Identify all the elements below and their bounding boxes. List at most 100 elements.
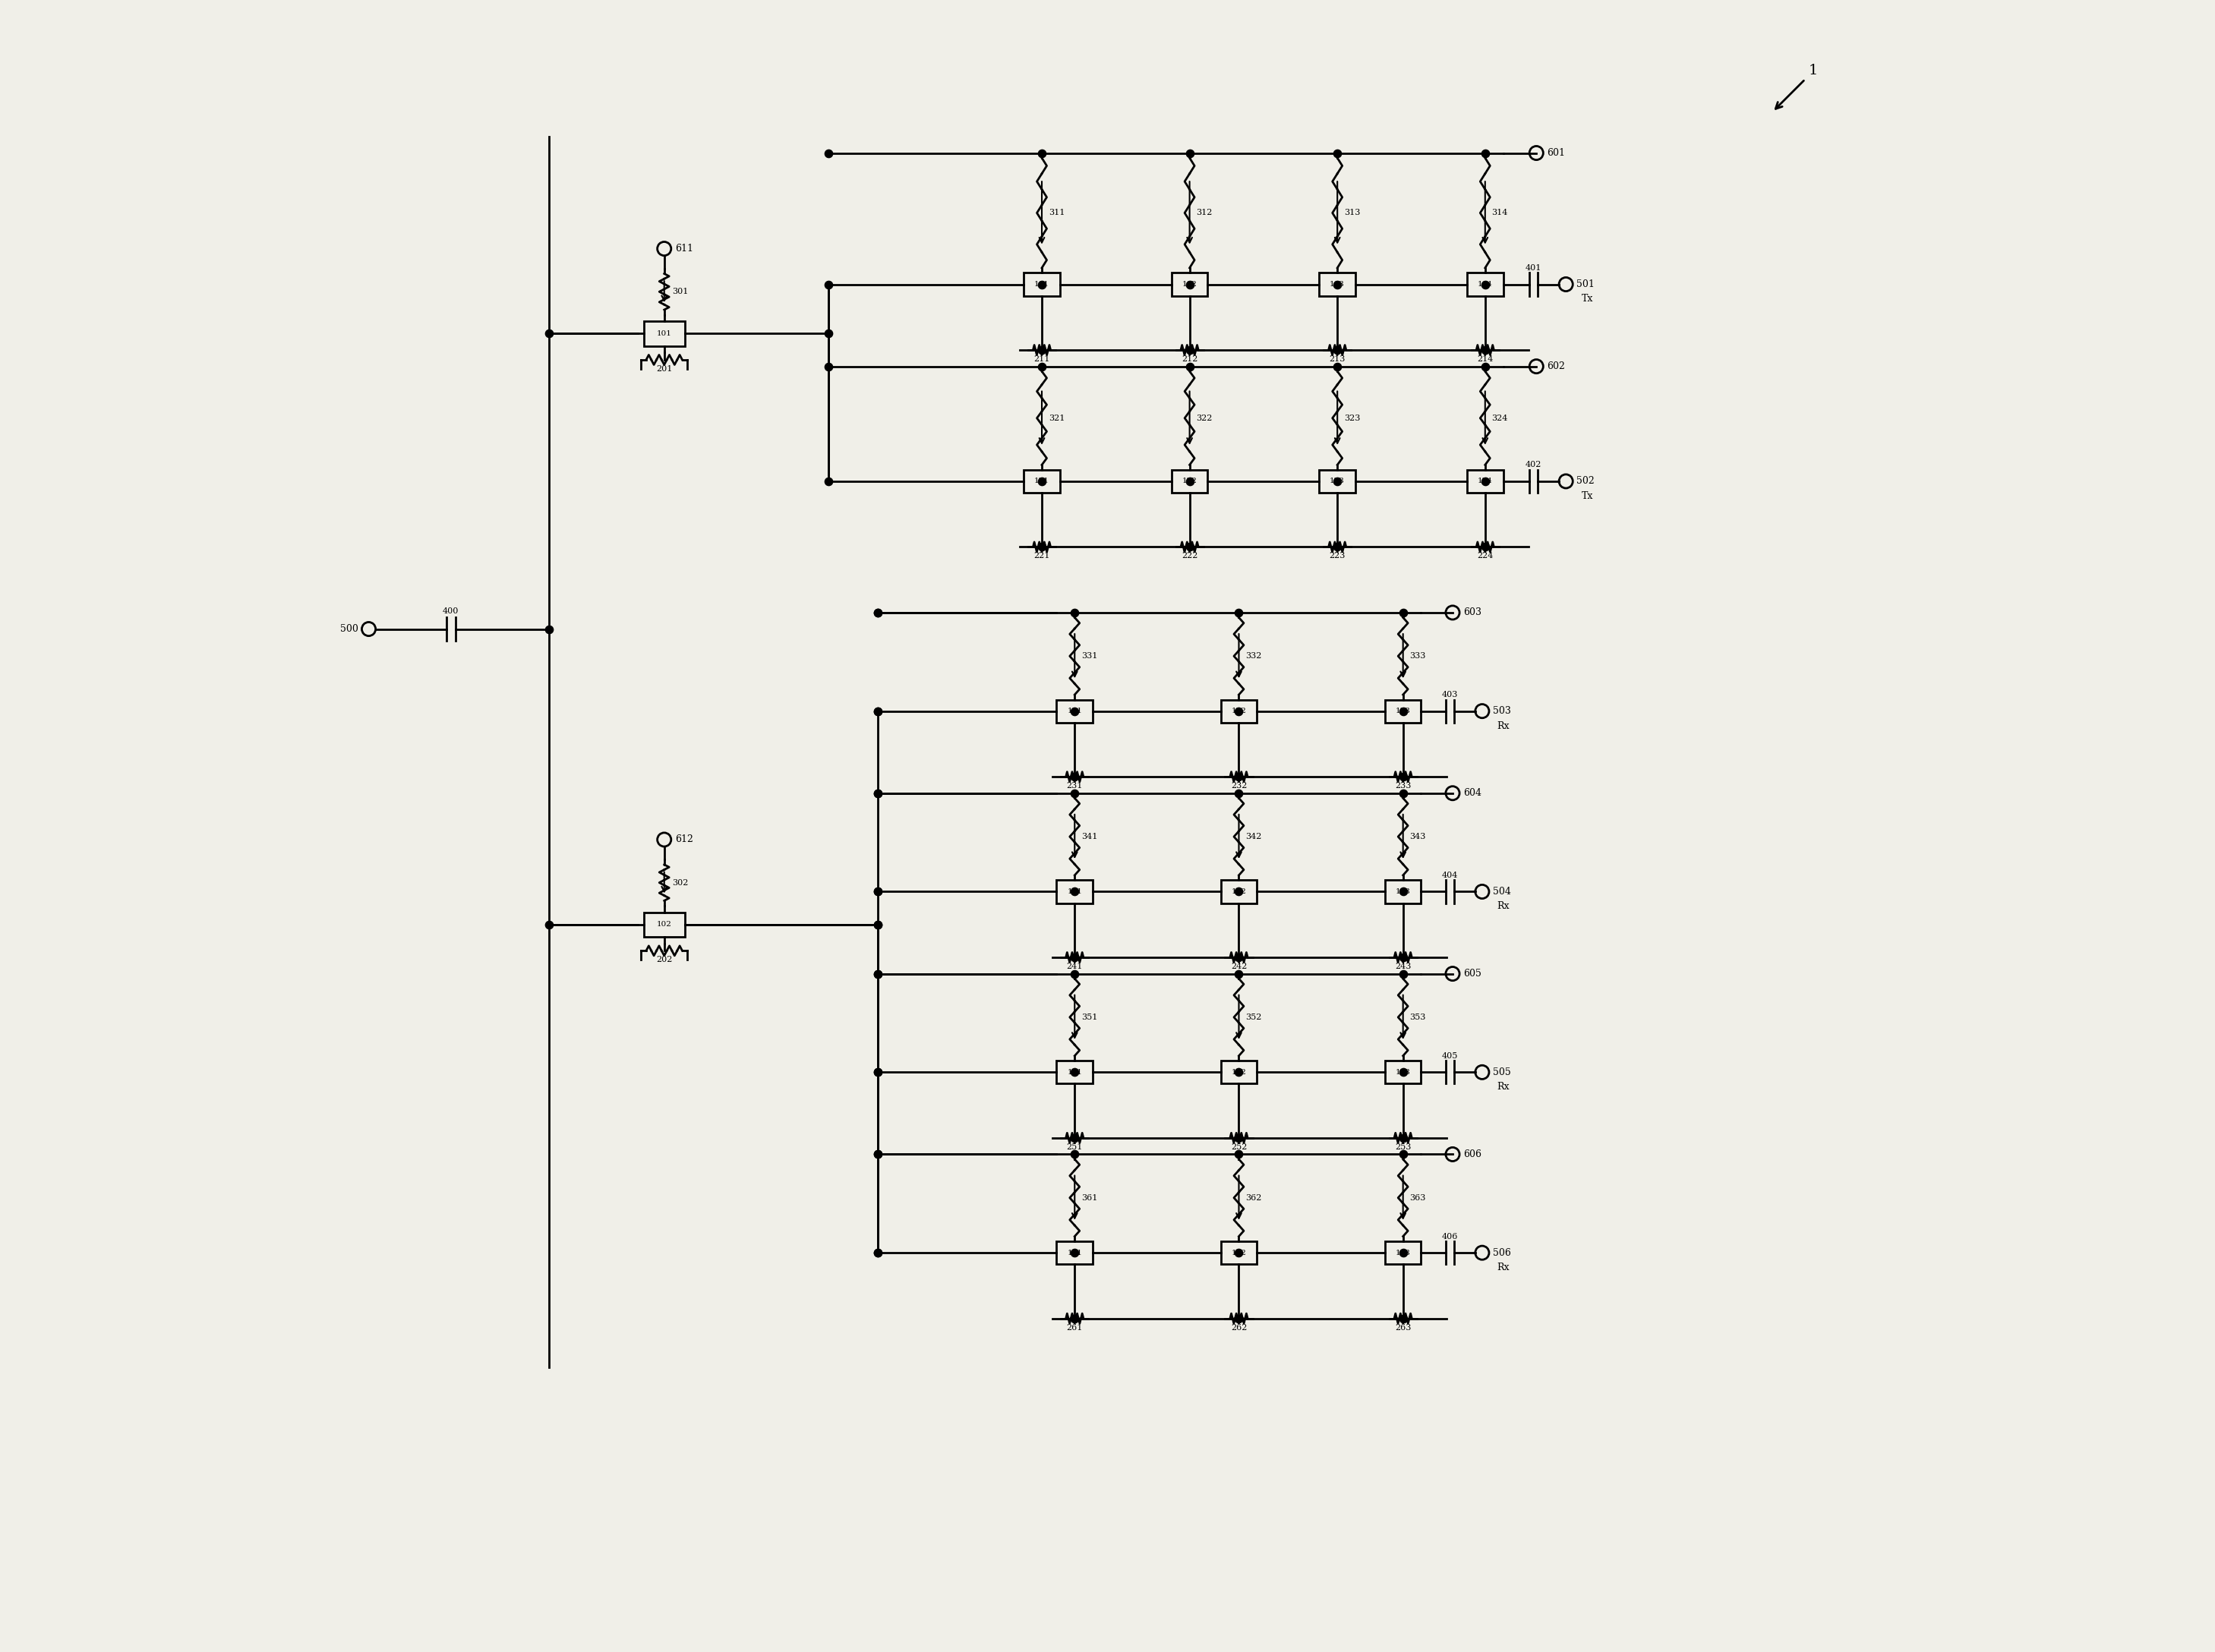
Point — [1220, 1059, 1256, 1085]
Text: 314: 314 — [1491, 210, 1508, 216]
Text: 252: 252 — [1232, 1143, 1247, 1151]
Point — [1172, 140, 1207, 167]
Bar — [1023, 469, 1061, 492]
Point — [1172, 354, 1207, 380]
Point — [1384, 697, 1420, 724]
Point — [1220, 763, 1256, 790]
Text: 604: 604 — [1464, 788, 1482, 798]
Point — [859, 697, 895, 724]
Text: 311: 311 — [1048, 210, 1065, 216]
Text: 321: 321 — [1048, 415, 1065, 421]
Bar — [1220, 699, 1256, 722]
Point — [1220, 697, 1256, 724]
Point — [811, 140, 846, 167]
Point — [1172, 337, 1207, 363]
Point — [1057, 943, 1092, 970]
Point — [1057, 1142, 1092, 1168]
Text: 333: 333 — [1409, 653, 1426, 659]
Bar — [1057, 699, 1092, 722]
Point — [1057, 1305, 1092, 1332]
Point — [859, 912, 895, 938]
Text: 401: 401 — [1526, 264, 1542, 271]
Point — [859, 780, 895, 806]
Point — [1384, 879, 1420, 905]
Point — [1220, 1239, 1256, 1265]
Text: 263: 263 — [1395, 1323, 1411, 1332]
Point — [1384, 1125, 1420, 1151]
Text: 153: 153 — [1395, 1069, 1411, 1075]
Point — [859, 912, 895, 938]
Text: 502: 502 — [1577, 476, 1595, 486]
Point — [859, 600, 895, 626]
Bar — [1057, 881, 1092, 904]
Point — [1320, 271, 1356, 297]
Point — [811, 320, 846, 347]
Point — [1320, 534, 1356, 560]
Text: 232: 232 — [1232, 781, 1247, 790]
Bar — [1057, 1061, 1092, 1084]
Point — [1320, 468, 1356, 494]
Point — [1023, 534, 1059, 560]
Point — [1220, 1125, 1256, 1151]
Text: Tx: Tx — [1582, 491, 1593, 501]
Point — [1172, 271, 1207, 297]
Text: 124: 124 — [1477, 477, 1493, 484]
Point — [859, 879, 895, 905]
Point — [859, 960, 895, 986]
Bar — [1384, 699, 1422, 722]
Text: 403: 403 — [1442, 691, 1457, 699]
Text: 500: 500 — [339, 624, 359, 634]
Point — [1057, 1125, 1092, 1151]
Text: 1: 1 — [1810, 64, 1819, 78]
Point — [1466, 140, 1502, 167]
Point — [1057, 763, 1092, 790]
Point — [1057, 600, 1092, 626]
Text: 161: 161 — [1068, 1249, 1083, 1256]
Text: Rx: Rx — [1497, 1082, 1511, 1092]
Point — [859, 1239, 895, 1265]
Text: 123: 123 — [1329, 477, 1345, 484]
Text: 505: 505 — [1493, 1067, 1511, 1077]
Bar — [1384, 1241, 1422, 1264]
Text: 202: 202 — [656, 957, 673, 963]
Bar — [1220, 881, 1256, 904]
Text: 601: 601 — [1546, 149, 1566, 159]
Text: 343: 343 — [1409, 833, 1426, 841]
Bar — [1023, 273, 1061, 296]
Point — [1320, 354, 1356, 380]
Point — [1384, 960, 1420, 986]
Text: 341: 341 — [1081, 833, 1096, 841]
Point — [859, 697, 895, 724]
Point — [1466, 337, 1502, 363]
Text: 114: 114 — [1477, 281, 1493, 287]
Text: 602: 602 — [1546, 362, 1566, 372]
Text: Tx: Tx — [1582, 294, 1593, 304]
Bar — [1320, 469, 1356, 492]
Text: 323: 323 — [1345, 415, 1360, 421]
Text: 113: 113 — [1329, 281, 1345, 287]
Point — [1320, 337, 1356, 363]
Text: 213: 213 — [1329, 355, 1345, 363]
Point — [859, 780, 895, 806]
Point — [1057, 1059, 1092, 1085]
Text: 224: 224 — [1477, 552, 1493, 560]
Text: 332: 332 — [1245, 653, 1263, 659]
Point — [1384, 943, 1420, 970]
Text: 223: 223 — [1329, 552, 1345, 560]
Bar — [1172, 273, 1207, 296]
Point — [1384, 1059, 1420, 1085]
Text: 606: 606 — [1464, 1150, 1482, 1160]
Point — [1466, 271, 1502, 297]
Bar — [1220, 1061, 1256, 1084]
Text: 406: 406 — [1442, 1232, 1457, 1241]
Point — [859, 1059, 895, 1085]
Text: 353: 353 — [1409, 1013, 1426, 1021]
Text: 352: 352 — [1245, 1013, 1263, 1021]
Point — [1023, 354, 1059, 380]
Text: 102: 102 — [656, 922, 671, 928]
Text: 363: 363 — [1409, 1194, 1426, 1201]
Text: 222: 222 — [1181, 552, 1198, 560]
Point — [1220, 943, 1256, 970]
Point — [1057, 879, 1092, 905]
Bar — [1384, 881, 1422, 904]
